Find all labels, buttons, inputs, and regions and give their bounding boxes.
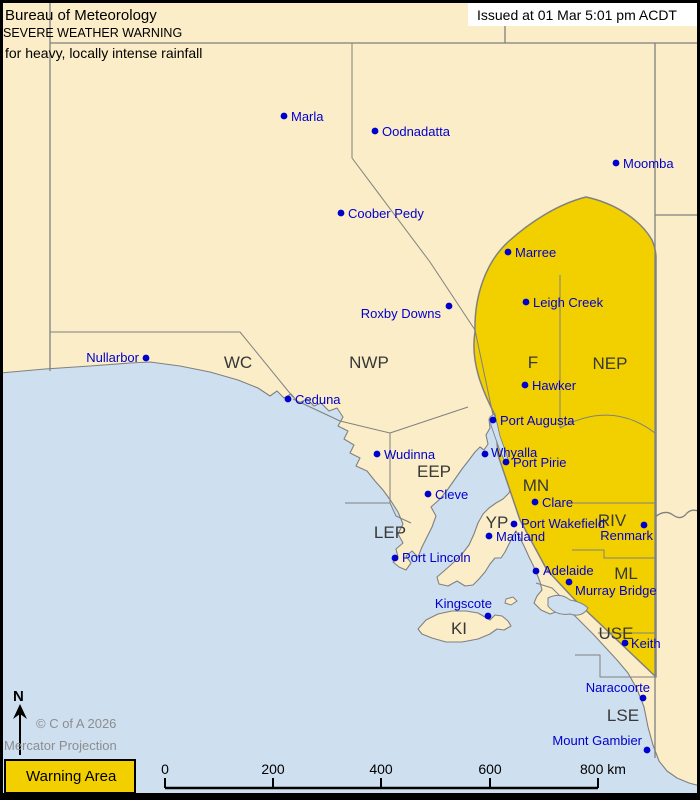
district-label: KI — [451, 619, 467, 638]
map-frame-bottom — [0, 793, 700, 800]
town-marker — [502, 458, 510, 466]
district-label: LEP — [374, 523, 406, 542]
copyright-text: © C of A 2026 — [36, 716, 116, 731]
district-label: F — [528, 353, 538, 372]
town-label: Nullarbor — [86, 350, 139, 365]
town-label: Whyalla — [491, 445, 538, 460]
district-label: WC — [224, 353, 252, 372]
district-label: YP — [486, 513, 509, 532]
town-marker — [373, 450, 381, 458]
district-labels: WC NWP F NEP EEP MN LEP YP RIV ML USE KI LSE — [224, 353, 639, 725]
issued-box-bg — [468, 3, 697, 26]
town-label: Maitland — [496, 529, 545, 544]
town-label: Adelaide — [543, 563, 594, 578]
town-label: Hawker — [532, 378, 577, 393]
town-label: Cleve — [435, 487, 468, 502]
district-boundaries — [50, 43, 656, 678]
town-label: Coober Pedy — [348, 206, 424, 221]
town-label: Ceduna — [295, 392, 341, 407]
north-label: N — [13, 688, 24, 705]
town-marker — [142, 354, 150, 362]
scale-tick-label: 400 — [369, 761, 393, 777]
warning-for-text: for heavy, locally intense rainfall — [5, 45, 202, 61]
scale-tick-label: 200 — [261, 761, 285, 777]
town-marker — [284, 395, 292, 403]
town-marker — [504, 248, 512, 256]
warning-type-title: SEVERE WEATHER WARNING — [3, 26, 182, 40]
town-marker — [643, 746, 651, 754]
north-arrow-head — [13, 704, 27, 719]
town-marker — [489, 416, 497, 424]
town-label: Marree — [515, 245, 556, 260]
issued-text: Issued at 01 Mar 5:01 pm ACDT — [477, 7, 677, 23]
town-label: Murray Bridge — [575, 583, 657, 598]
town-marker — [424, 490, 432, 498]
town-marker — [337, 209, 345, 217]
town-marker — [532, 567, 540, 575]
town-marker — [639, 694, 647, 702]
scale-tick-label: 800 km — [580, 761, 626, 777]
town-marker — [484, 612, 492, 620]
town-label: Leigh Creek — [533, 295, 604, 310]
district-label: NWP — [349, 353, 389, 372]
town-label: Port Wakefield — [521, 516, 605, 531]
scale-tick-label: 600 — [478, 761, 502, 777]
town-label: Naracoorte — [586, 680, 650, 695]
issued-box: Issued at 01 Mar 5:01 pm ACDT — [468, 3, 697, 26]
town-marker — [485, 532, 493, 540]
town-label: Renmark — [600, 528, 653, 543]
scale-bar: 0 200 400 600 800 km — [161, 761, 626, 790]
north-arrow: N — [13, 688, 27, 755]
town-marker — [280, 112, 288, 120]
town-marker — [481, 450, 489, 458]
district-label: ML — [614, 564, 638, 583]
town-label: Roxby Downs — [361, 306, 442, 321]
district-label: MN — [523, 476, 549, 495]
lake-alexandrina — [547, 594, 589, 616]
town-label: Oodnadatta — [382, 124, 451, 139]
town-marker — [640, 521, 648, 529]
district-label: RIV — [598, 511, 627, 530]
warning-legend: Warning Area — [4, 759, 136, 794]
header: Bureau of Meteorology SEVERE WEATHER WAR… — [3, 7, 202, 61]
town-marker — [371, 127, 379, 135]
town-label: Marla — [291, 109, 324, 124]
town-marker — [521, 381, 529, 389]
state-borders — [49, 3, 700, 758]
town-markers: Marla Oodnadatta Moomba Coober Pedy Marree Le… — [86, 109, 674, 754]
town-marker — [522, 298, 530, 306]
town-marker — [391, 554, 399, 562]
agency-title: Bureau of Meteorology — [5, 7, 157, 24]
town-marker — [565, 578, 573, 586]
town-label: Wudinna — [384, 447, 436, 462]
town-marker — [621, 639, 629, 647]
town-marker — [612, 159, 620, 167]
legend-warning-label: Warning Area — [26, 768, 117, 785]
town-marker — [510, 520, 518, 528]
town-label: Moomba — [623, 156, 674, 171]
town-label: Kingscote — [435, 596, 492, 611]
town-label: Port Lincoln — [402, 550, 471, 565]
scale-tick-label: 0 — [161, 761, 169, 777]
town-marker — [445, 302, 453, 310]
town-label: Keith — [631, 636, 661, 651]
district-label: NEP — [593, 354, 628, 373]
town-label: Port Pirie — [513, 455, 566, 470]
town-marker — [531, 498, 539, 506]
district-label: USE — [599, 624, 634, 643]
district-label: EEP — [417, 462, 451, 481]
town-label: Clare — [542, 495, 573, 510]
district-label: LSE — [607, 706, 639, 725]
town-label: Port Augusta — [500, 413, 575, 428]
projection-text: Mercator Projection — [4, 738, 117, 753]
small-islet — [504, 596, 518, 606]
town-label: Mount Gambier — [552, 733, 642, 748]
